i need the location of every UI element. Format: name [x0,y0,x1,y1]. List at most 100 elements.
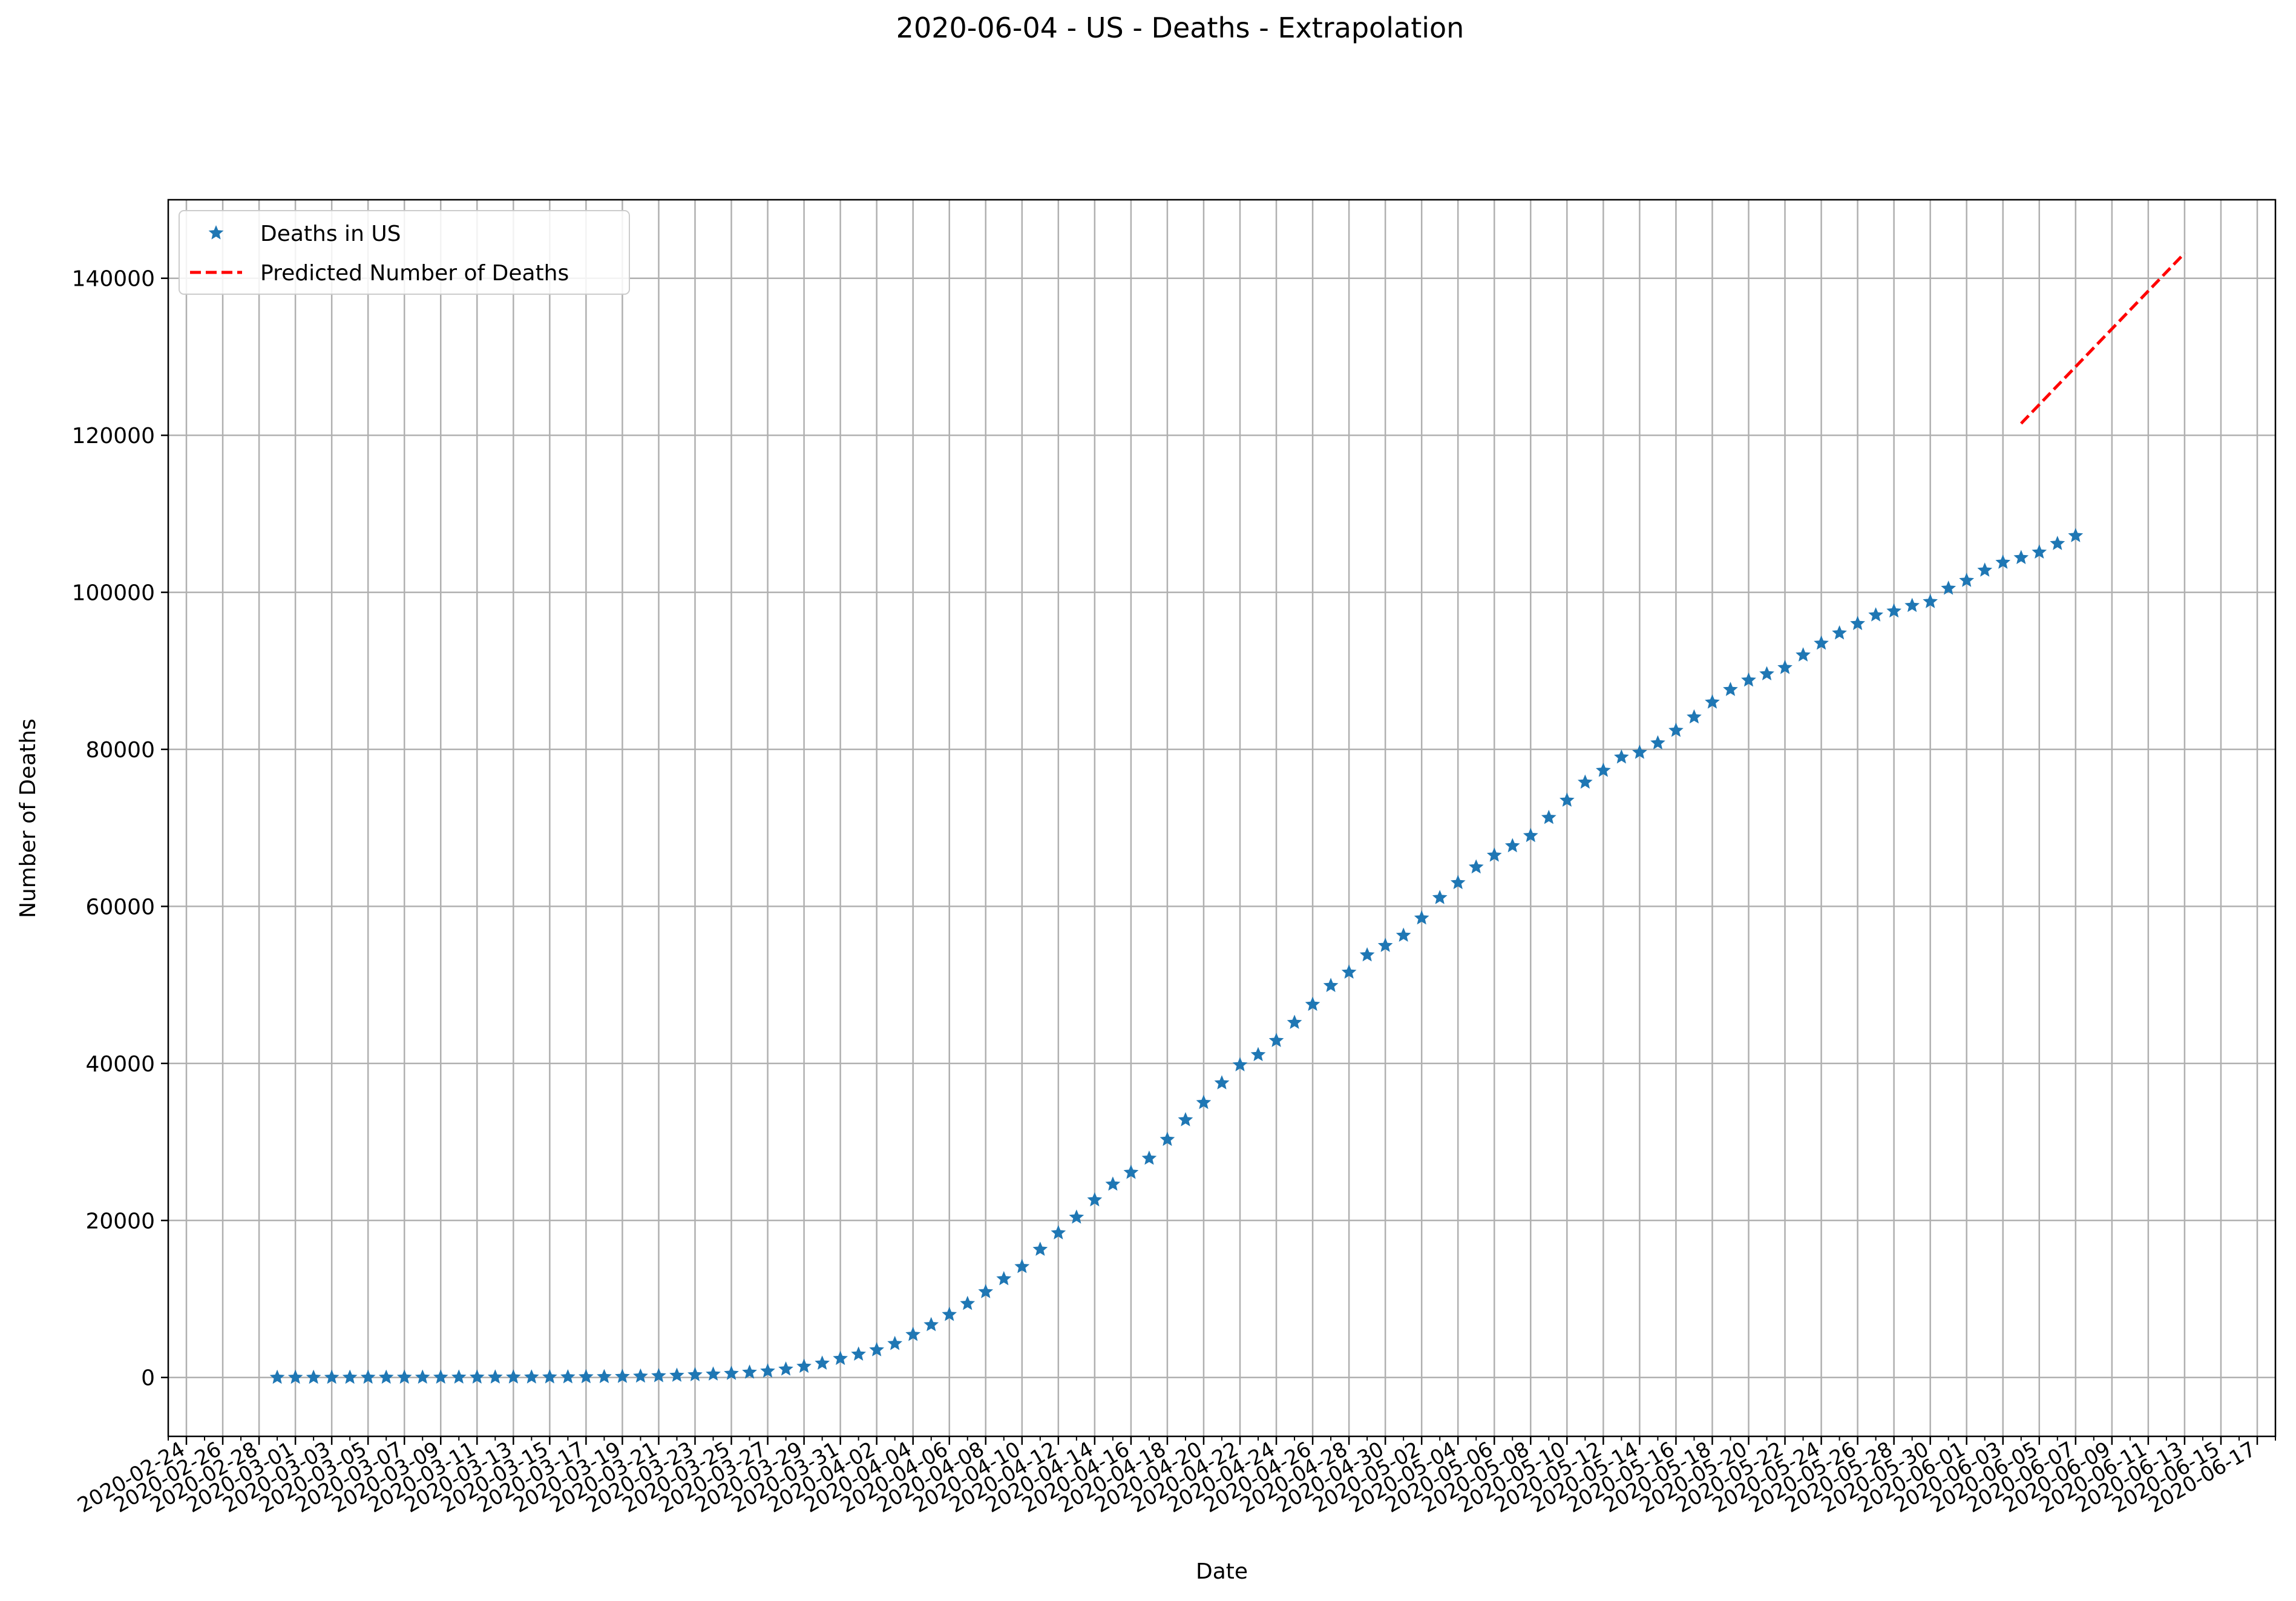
data-point-deaths-in-us [1432,890,1448,904]
data-point-deaths-in-us [1578,774,1593,789]
data-point-deaths-in-us [324,1369,339,1384]
legend: Deaths in US Predicted Number of Deaths [179,210,630,295]
y-tick-label: 0 [141,1366,155,1391]
y-axis-label: Number of Deaths [16,718,41,918]
data-point-deaths-in-us [1923,594,1938,608]
legend-box [179,210,630,295]
data-point-deaths-in-us [1541,809,1556,824]
y-tick-label: 60000 [85,895,155,919]
data-point-deaths-in-us [1486,847,1502,862]
data-point-deaths-in-us [1705,694,1720,709]
data-point-deaths-in-us [1850,616,1865,630]
data-point-deaths-in-us [796,1358,812,1373]
data-point-deaths-in-us [1977,562,1993,577]
data-point-deaths-in-us [1468,859,1484,874]
y-tick-label: 120000 [72,424,155,449]
chart-title: 2020-06-04 - US - Deaths - Extrapolation [896,12,1465,44]
data-point-deaths-in-us [487,1369,503,1384]
data-point-deaths-in-us [1396,927,1411,942]
data-point-deaths-in-us [1650,735,1665,750]
data-point-deaths-in-us [633,1368,648,1383]
data-point-deaths-in-us [1069,1209,1084,1224]
data-point-deaths-in-us [833,1350,848,1366]
legend-entry-deaths-in-us: Deaths in US [260,222,401,246]
legend-star-glyph [208,225,224,240]
data-point-deaths-in-us [815,1355,830,1370]
data-point-deaths-in-us [1323,978,1339,992]
data-point-deaths-in-us [433,1369,448,1384]
data-point-deaths-in-us [1341,964,1357,979]
data-point-deaths-in-us [306,1369,321,1384]
predicted-deaths-line [2019,252,2186,425]
data-point-deaths-in-us [1904,597,1920,613]
legend-entry-predicted-deaths: Predicted Number of Deaths [260,261,569,286]
data-point-deaths-in-us [1777,660,1793,674]
data-point-deaths-in-us [1087,1192,1103,1207]
data-point-deaths-in-us [542,1369,557,1384]
y-tick-label: 20000 [85,1209,155,1234]
data-point-deaths-in-us [1614,749,1629,764]
data-point-deaths-in-us [1305,996,1320,1011]
data-point-deaths-in-us [1268,1033,1284,1047]
data-point-deaths-in-us [1504,838,1520,853]
x-axis-label: Date [1196,1559,1248,1584]
grid [168,200,2275,1436]
data-point-deaths-in-us [1668,722,1684,737]
data-point-deaths-in-us [415,1369,430,1384]
data-point-deaths-in-us [597,1369,612,1384]
data-point-deaths-in-us [923,1317,939,1332]
data-point-deaths-in-us [1051,1225,1066,1240]
plot-series [269,252,2186,1384]
data-point-deaths-in-us [851,1346,866,1361]
data-point-deaths-in-us [1868,607,1883,622]
data-point-deaths-in-us [506,1369,521,1384]
data-point-deaths-in-us [1414,910,1429,925]
x-axis: 2020-02-242020-02-262020-02-282020-03-01… [73,1436,2276,1518]
data-point-deaths-in-us [1759,666,1774,680]
data-point-deaths-in-us [978,1284,994,1298]
data-point-deaths-in-us [2068,528,2084,542]
data-point-deaths-in-us [1886,603,1901,618]
data-point-deaths-in-us [1232,1057,1248,1071]
data-point-deaths-in-us [1632,745,1647,759]
data-point-deaths-in-us [1450,875,1466,889]
y-tick-label: 40000 [85,1052,155,1077]
data-point-deaths-in-us [451,1369,467,1384]
data-point-deaths-in-us [706,1366,721,1381]
data-point-deaths-in-us [1596,763,1611,777]
data-point-deaths-in-us [2013,550,2029,564]
data-point-deaths-in-us [1178,1112,1193,1126]
data-point-deaths-in-us [1687,709,1702,724]
data-point-deaths-in-us [1032,1241,1048,1256]
data-point-deaths-in-us [1796,647,1811,662]
data-point-deaths-in-us [905,1327,921,1341]
legend-star-marker-icon [208,225,224,240]
data-point-deaths-in-us [1560,792,1575,807]
data-point-deaths-in-us [1287,1014,1302,1029]
data-point-deaths-in-us [560,1369,576,1384]
data-point-deaths-in-us [960,1295,976,1310]
data-point-deaths-in-us [669,1367,684,1382]
data-point-deaths-in-us [1941,580,1957,595]
y-tick-label: 80000 [85,738,155,763]
data-point-deaths-in-us [269,1369,285,1384]
data-point-deaths-in-us [651,1368,666,1382]
data-point-deaths-in-us [1123,1165,1139,1179]
data-point-deaths-in-us [1741,672,1756,687]
data-point-deaths-in-us [778,1361,793,1376]
data-point-deaths-in-us [615,1369,630,1383]
y-axis: 0 20000 40000 60000 80000 100000 120000 140000 [72,267,168,1391]
data-point-deaths-in-us [869,1342,884,1356]
data-point-deaths-in-us [1214,1075,1230,1090]
data-point-deaths-in-us [1832,625,1847,640]
data-point-deaths-in-us [1959,573,1975,587]
data-point-deaths-in-us [942,1306,957,1321]
data-point-deaths-in-us [579,1369,594,1384]
data-point-deaths-in-us [1250,1047,1266,1062]
data-point-deaths-in-us [1995,554,2011,569]
data-point-deaths-in-us [396,1369,412,1384]
data-point-deaths-in-us [1159,1131,1175,1146]
data-point-deaths-in-us [724,1366,739,1380]
data-point-deaths-in-us [1523,827,1538,843]
y-tick-label: 140000 [72,267,155,292]
